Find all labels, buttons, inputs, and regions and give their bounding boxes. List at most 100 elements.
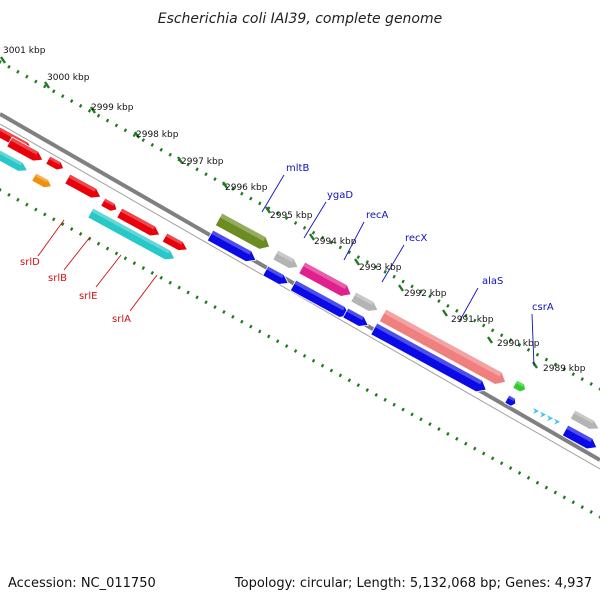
tick-mark [87, 108, 92, 113]
tick-mark [517, 343, 522, 347]
tick-mark [284, 216, 289, 221]
tick-mark [34, 207, 38, 212]
tick-mark [123, 128, 128, 133]
tick-mark [329, 368, 334, 373]
tick-mark [168, 152, 172, 157]
scale-label: 2996 kbp [225, 183, 268, 193]
backbone-line-inner [0, 123, 600, 470]
tick-mark [544, 357, 549, 362]
gene-block [370, 322, 487, 393]
gene-block [561, 424, 598, 450]
scale-label: 2995 kbp [270, 211, 313, 221]
gene-arrow-shape [262, 265, 289, 285]
tick-mark [195, 167, 199, 172]
scale-labels: 3001 kbp 3000 kbp 2999 kbp 2998 kbp 2997 kbp… [3, 46, 586, 374]
tick-mark [231, 186, 235, 191]
gene-label: srlE [79, 291, 97, 302]
tick-mark [401, 407, 405, 412]
tick-mark [204, 172, 208, 177]
tick-mark [455, 308, 459, 313]
major-tick-mark [398, 284, 404, 292]
gene-highlight [346, 308, 364, 321]
tick-mark [499, 461, 504, 466]
gene-highlight [374, 323, 483, 385]
tick-mark [508, 338, 513, 343]
scale-ticks [0, 56, 600, 519]
scale-label: 2993 kbp [359, 263, 402, 273]
gene-leader-line [303, 201, 327, 239]
gene-leader-line [458, 287, 479, 323]
gene-arrow-shape [504, 394, 517, 407]
small-gene-chevron [554, 418, 560, 425]
gene-arrow-shape [214, 212, 271, 250]
gene-arrow-shape [64, 173, 102, 199]
gene-arrow-shape [298, 261, 352, 297]
major-tick-mark [134, 131, 140, 139]
gene-highlight [91, 208, 171, 254]
gene-highlight [266, 266, 284, 279]
gene-highlight [515, 380, 525, 387]
tick-mark [204, 300, 208, 305]
gene-highlight [165, 233, 183, 245]
tick-mark [60, 94, 65, 99]
tick-mark [52, 217, 56, 222]
gene-highlight [34, 173, 49, 183]
tick-mark [159, 147, 163, 152]
gene-leader-line [37, 219, 65, 257]
gene-highlight [293, 280, 346, 311]
gene-arrow-shape [342, 307, 369, 327]
tick-mark [338, 245, 343, 250]
tick-mark [410, 412, 414, 417]
tick-mark [589, 510, 593, 514]
tick-mark [293, 349, 298, 353]
tick-mark [293, 221, 298, 225]
tick-mark [365, 260, 369, 264]
tick-mark [258, 201, 262, 206]
tick-mark [508, 466, 513, 471]
tick-mark [7, 64, 11, 69]
scale-label: 2992 kbp [404, 289, 447, 299]
tick-mark [374, 392, 378, 397]
small-gene-chevron [540, 411, 546, 418]
gene-highlight [573, 410, 595, 424]
gene-arrow-shape [45, 155, 65, 171]
gene-block [214, 212, 271, 250]
tick-mark [0, 188, 2, 192]
scale-label: 3000 kbp [47, 73, 90, 83]
tick-mark [311, 358, 316, 363]
tick-mark [105, 246, 110, 251]
tick-mark [141, 138, 146, 142]
tick-mark [383, 397, 387, 402]
major-tick-mark [442, 309, 448, 317]
tick-mark [302, 225, 307, 230]
tick-mark [392, 402, 396, 407]
tick-mark [562, 495, 567, 500]
tick-mark [240, 191, 244, 196]
gene-labels: mltB ygaD recA recX alaS csrA srlD srlB srlE srlA [20, 163, 554, 325]
map-title: Escherichia coli IAI39, complete genome [158, 11, 443, 27]
tick-mark [123, 256, 128, 261]
gene-arrow-shape [161, 232, 189, 251]
gene-arrow-shape [206, 229, 257, 262]
tick-mark [446, 432, 450, 436]
tick-mark [132, 133, 137, 138]
gene-block [342, 307, 369, 327]
tick-mark [168, 280, 172, 285]
gene-leader-line [95, 254, 122, 288]
gene-arrow-shape [370, 322, 487, 393]
tick-mark [16, 69, 20, 74]
tick-mark [571, 372, 576, 377]
scale-label: 2998 kbp [136, 130, 179, 140]
tick-mark [186, 290, 190, 295]
tick-mark [266, 334, 271, 339]
small-gene-chevron [533, 408, 539, 414]
gene-label: recA [366, 210, 389, 221]
tick-mark [571, 500, 576, 505]
gene-highlight [354, 292, 374, 305]
scale-label: 2989 kbp [543, 364, 586, 374]
major-tick-mark [0, 56, 6, 64]
gene-leader-line [129, 274, 158, 312]
tick-mark [383, 269, 387, 274]
tick-mark [419, 289, 423, 294]
tick-mark [481, 451, 486, 456]
